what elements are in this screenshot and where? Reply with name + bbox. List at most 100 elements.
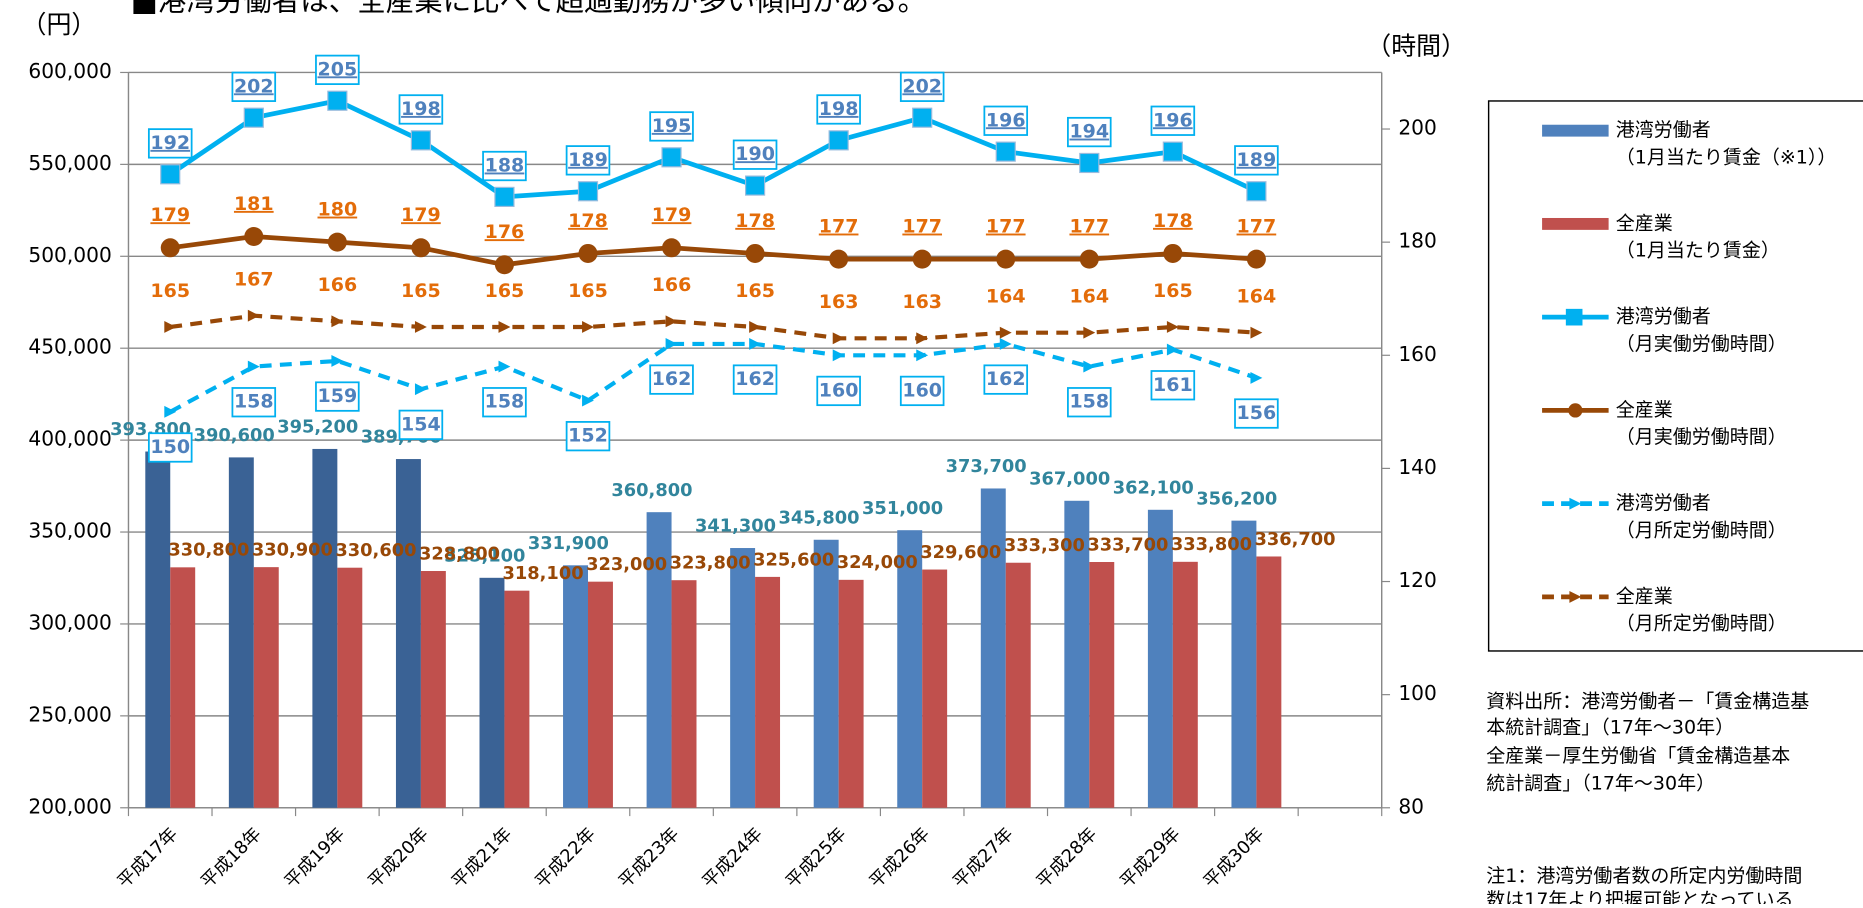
label-box	[398, 409, 444, 440]
data-label: 324,000	[837, 552, 918, 573]
y-tick-label: 250,000	[28, 702, 111, 726]
data-label: 333,300	[1004, 535, 1085, 556]
label-box	[899, 71, 945, 102]
marker	[1079, 152, 1100, 174]
data-label: 164	[1069, 286, 1109, 308]
data-label: 159	[318, 385, 358, 407]
note: 統計調査」（17年～30年）	[1486, 773, 1715, 795]
marker	[582, 394, 594, 407]
legend-label: 全産業	[1616, 585, 1673, 607]
marker	[912, 249, 932, 269]
data-label: 178	[735, 210, 775, 232]
label-box	[1150, 105, 1196, 136]
legend-swatch	[1569, 590, 1582, 603]
legend-label: 全産業	[1616, 399, 1673, 421]
data-label: 179	[401, 204, 441, 226]
bar	[838, 579, 864, 808]
data-label: 356,200	[1196, 488, 1277, 509]
marker	[160, 164, 181, 185]
data-label: 158	[234, 391, 274, 413]
data-label: 164	[1237, 286, 1277, 308]
marker	[243, 107, 264, 128]
x-tick-label: 平成21年	[448, 824, 517, 893]
marker	[411, 238, 431, 258]
legend-swatch	[1542, 217, 1609, 230]
label-box	[899, 375, 945, 407]
data-label: 161	[1153, 374, 1193, 396]
marker	[829, 249, 849, 269]
data-label: 329,600	[920, 542, 1001, 563]
bar	[253, 567, 279, 808]
bar	[1089, 561, 1115, 808]
legend-swatch	[1565, 308, 1583, 326]
data-label: 194	[1069, 121, 1109, 143]
marker	[577, 181, 599, 202]
data-label: 165	[568, 280, 608, 302]
data-label: 190	[735, 143, 775, 165]
data-label: 341,300	[695, 516, 776, 537]
data-label: 188	[485, 155, 525, 177]
marker	[331, 354, 344, 367]
legend-label: 港湾労働者	[1616, 306, 1711, 328]
data-label: 195	[652, 115, 692, 137]
data-label: 158	[485, 391, 525, 413]
data-label: 165	[401, 280, 441, 302]
marker	[996, 249, 1016, 269]
line	[169, 341, 1258, 414]
x-tick-label: 平成26年	[865, 824, 934, 893]
line	[169, 234, 1257, 268]
legend-swatch	[1542, 124, 1609, 137]
data-label: 178	[568, 210, 608, 232]
data-label: 330,800	[168, 540, 249, 561]
label-box	[816, 375, 861, 407]
marker	[916, 332, 929, 345]
data-label: 202	[234, 75, 274, 97]
legend-label: （月所定労働時間）	[1616, 613, 1787, 635]
data-label: 323,000	[586, 554, 667, 575]
data-label: 362,100	[1113, 477, 1194, 498]
y2-tick-label: 160	[1398, 342, 1437, 366]
bar	[395, 459, 421, 808]
legend-label: （月実働労働時間）	[1616, 333, 1787, 355]
x-tick-label: 平成30年	[1200, 824, 1269, 893]
data-label: 160	[902, 379, 942, 401]
marker	[331, 315, 344, 328]
label-box	[732, 139, 778, 170]
data-label: 325,600	[753, 549, 834, 570]
x-tick-label: 平成19年	[281, 824, 350, 893]
data-label: 331,900	[528, 533, 609, 554]
marker	[749, 321, 762, 333]
label-box	[816, 94, 861, 125]
data-label: 390,600	[194, 425, 275, 446]
data-label: 196	[1153, 109, 1193, 131]
bar	[1064, 500, 1090, 808]
marker	[494, 186, 515, 207]
data-label: 318,100	[503, 563, 584, 584]
marker	[1246, 181, 1267, 202]
legend-label: （1月当たり賃金）	[1616, 240, 1780, 262]
marker	[498, 321, 511, 333]
data-label: 328,800	[419, 543, 500, 564]
label-box	[231, 71, 277, 102]
bar	[671, 580, 697, 808]
bar	[1256, 556, 1282, 808]
legend-label: 全産業	[1616, 212, 1673, 234]
label-box	[147, 128, 193, 159]
legend-label: （1月当たり賃金（※1））	[1616, 146, 1837, 168]
data-label: 177	[819, 216, 859, 238]
data-label: 351,000	[862, 498, 943, 519]
y-axis-label: （円）	[22, 10, 97, 39]
marker	[498, 360, 511, 373]
marker	[745, 243, 765, 263]
data-label: 205	[318, 58, 358, 80]
data-label: 177	[986, 216, 1026, 238]
label-box	[565, 145, 611, 176]
marker	[578, 243, 598, 263]
label-box	[565, 421, 611, 452]
label-box	[315, 381, 360, 412]
marker	[414, 321, 427, 333]
data-label: 165	[150, 280, 190, 302]
chart-title: ■港湾労働者は、全産業に比べて超過勤務が多い傾向がある。	[131, 0, 926, 17]
bar	[1231, 520, 1257, 808]
data-label: 360,800	[611, 480, 692, 501]
